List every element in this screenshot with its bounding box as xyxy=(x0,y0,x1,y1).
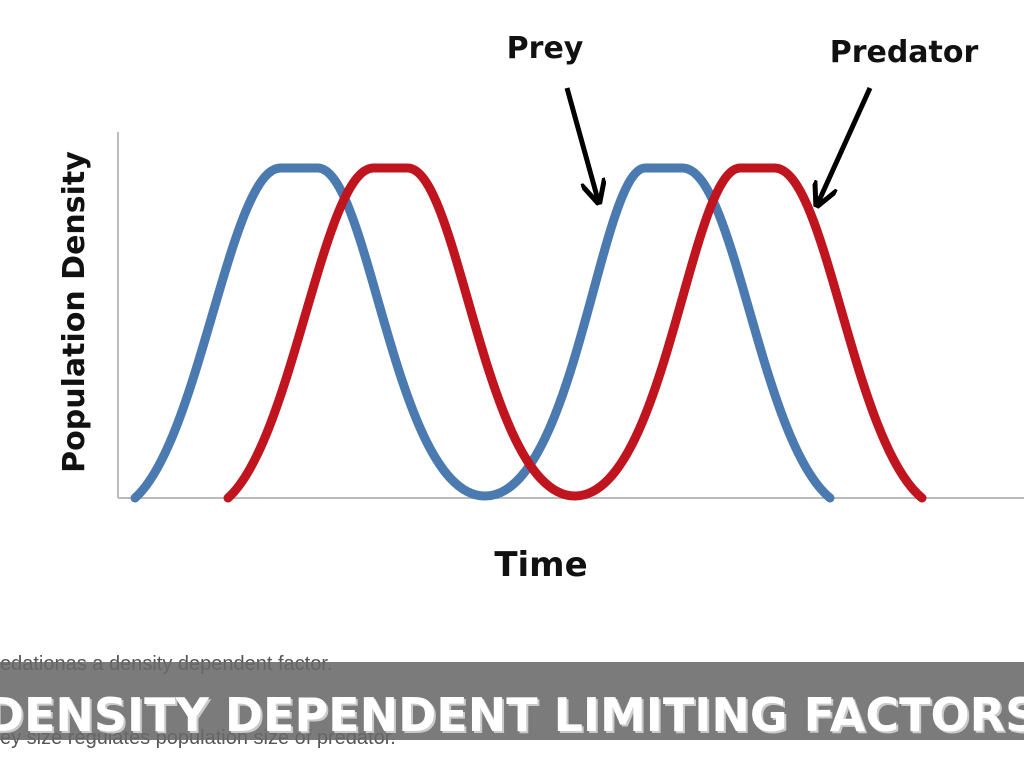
y-axis-label: Population Density xyxy=(57,151,92,473)
prey-arrow xyxy=(564,87,598,200)
x-axis-label: Time xyxy=(494,545,587,585)
predator-arrow xyxy=(818,86,873,203)
banner-shadow: DENSITY DEPENDENT LIMITING FACTORS xyxy=(0,690,1024,744)
prey-label: Prey xyxy=(507,31,584,66)
predator-curve xyxy=(223,163,927,503)
prey-curve xyxy=(130,163,835,503)
predator-label: Predator xyxy=(830,35,979,70)
banner-title: DENSITY DEPENDENT LIMITING FACTORS xyxy=(0,688,1024,742)
banner xyxy=(0,662,1024,740)
